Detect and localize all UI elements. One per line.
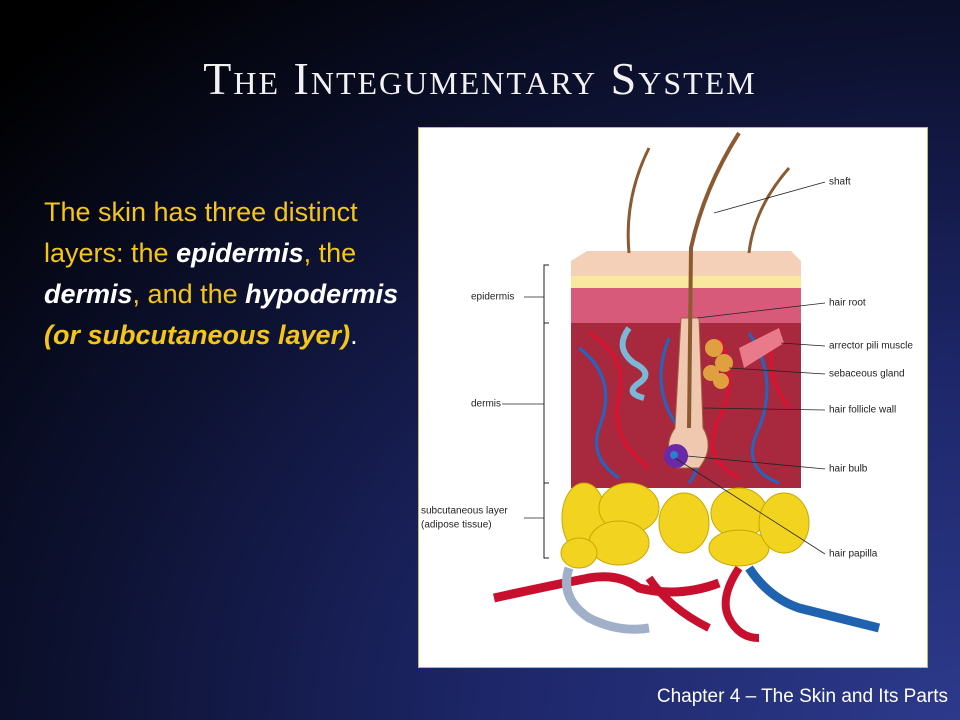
vein [562,566,650,634]
label: dermis [471,399,501,410]
text: , the [303,238,357,268]
leader-line [686,455,826,470]
footer: Chapter 4 – The Skin and Its Parts [656,686,948,707]
label: shaft [829,177,851,188]
label: hair follicle wall [829,405,896,416]
leader-line [728,367,826,375]
label: subcutaneous layer [421,506,508,517]
label: hair papilla [829,549,878,560]
leader-line [674,457,826,555]
artery [721,565,760,642]
vein [745,565,881,633]
term: hypodermis [245,279,399,309]
term: dermis [44,279,133,309]
arrector-pili [739,328,784,368]
epidermis-band [571,276,801,288]
leader-line [780,342,826,347]
term: epidermis [176,238,304,268]
sebaceous-gland [703,339,733,389]
body-text: The skin has three distinct layers: the … [44,192,404,356]
text: . [350,320,358,350]
leader-line [696,302,826,319]
label: arrector pili muscle [829,341,913,352]
label: hair root [829,298,866,309]
slide-title: The Integumentary System [203,53,757,104]
hair-papilla [670,451,678,459]
text: The skin has three distinct layers: the [44,197,358,268]
leader-line [713,181,826,214]
label: sebaceous gland [829,369,905,380]
layer-bracket [543,264,549,559]
hair [747,167,791,254]
artery [645,575,711,632]
leader-line [702,407,826,411]
skin-diagram: shaft hair root arrector pili muscle seb… [421,131,913,642]
diagram-panel: shaft hair root arrector pili muscle seb… [418,127,928,668]
label: hair bulb [829,464,868,475]
label: (adipose tissue) [421,520,492,531]
text: , and the [132,279,246,309]
epidermis-band [571,288,801,323]
hair [626,147,651,254]
text: (or subcutaneous layer) [44,320,351,350]
hair-shaft [687,131,741,429]
sweat-gland [619,326,649,401]
adipose-tissue [560,482,810,569]
artery [493,572,721,603]
label: epidermis [471,292,514,303]
